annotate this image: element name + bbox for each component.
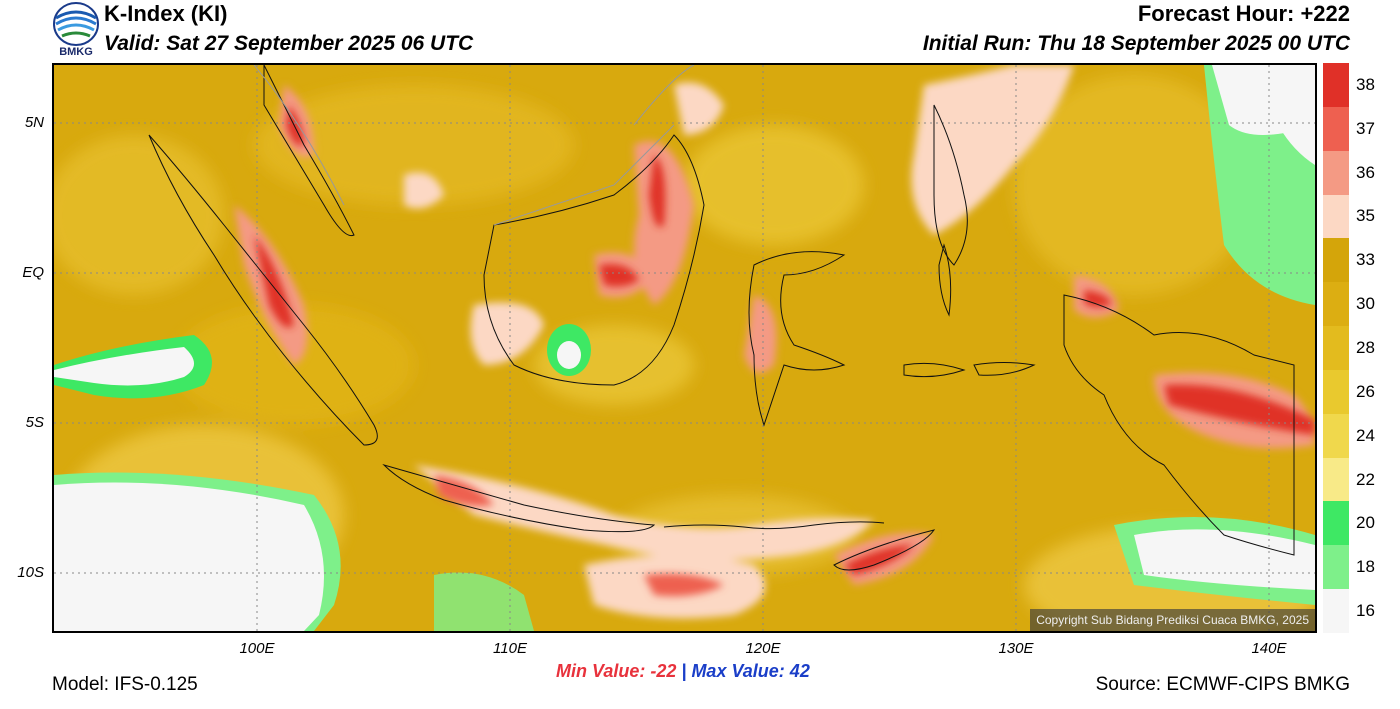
colorbar-label: 30 xyxy=(1356,294,1375,314)
logo-text: BMKG xyxy=(59,46,93,58)
min-max-separator: | xyxy=(681,661,687,681)
colorbar-cell xyxy=(1323,150,1349,196)
colorbar-cell xyxy=(1323,369,1349,415)
colorbar-cell xyxy=(1323,326,1349,371)
lat-label-10s: 10S xyxy=(17,564,44,581)
colorbar-label: 16 xyxy=(1356,601,1375,621)
colorbar-label: 22 xyxy=(1356,469,1375,489)
lat-label-eq: EQ xyxy=(22,264,44,281)
map-canvas xyxy=(54,65,1315,631)
colorbar-cell xyxy=(1323,106,1349,152)
bmkg-logo: BMKG xyxy=(52,0,100,60)
source-label: Source: ECMWF-CIPS BMKG xyxy=(1095,674,1350,695)
copyright-note: Copyright Sub Bidang Prediksi Cuaca BMKG… xyxy=(1030,609,1315,631)
colorbar-cell xyxy=(1323,545,1349,590)
colorbar-label: 36 xyxy=(1356,162,1375,182)
colorbar-label: 37 xyxy=(1356,118,1375,138)
colorbar xyxy=(1323,63,1349,634)
lat-label-5s: 5S xyxy=(25,414,44,431)
min-value: Min Value: -22 xyxy=(556,661,677,681)
colorbar-cell xyxy=(1323,589,1349,634)
colorbar-label: 20 xyxy=(1356,513,1375,533)
colorbar-cell xyxy=(1323,63,1349,108)
min-max-values: Min Value: -22 | Max Value: 42 xyxy=(556,661,810,682)
max-value: Max Value: 42 xyxy=(691,661,810,681)
colorbar-label: 38 xyxy=(1356,74,1375,94)
lat-label-5n: 5N xyxy=(24,114,44,131)
colorbar-label: 26 xyxy=(1356,381,1375,401)
forecast-hour: Forecast Hour: +222 xyxy=(1137,1,1350,26)
colorbar-label: 33 xyxy=(1356,250,1375,270)
colorbar-cell xyxy=(1323,457,1349,502)
colorbar-label: 28 xyxy=(1356,338,1375,357)
lon-label-120e: 120E xyxy=(745,640,781,657)
chart-title: K-Index (KI) xyxy=(104,1,228,26)
k-index-map: Copyright Sub Bidang Prediksi Cuaca BMKG… xyxy=(52,63,1317,633)
colorbar-cell xyxy=(1323,282,1349,327)
lon-label-130e: 130E xyxy=(998,640,1034,657)
colorbar-label: 35 xyxy=(1356,206,1375,226)
valid-time: Valid: Sat 27 September 2025 06 UTC xyxy=(104,32,474,55)
colorbar-label: 18 xyxy=(1356,557,1375,577)
colorbar-cell xyxy=(1323,194,1349,239)
lon-label-110e: 110E xyxy=(493,640,527,657)
colorbar-cell xyxy=(1323,238,1349,283)
colorbar-label: 24 xyxy=(1356,425,1375,445)
lon-label-140e: 140E xyxy=(1251,640,1287,657)
lon-label-100e: 100E xyxy=(239,640,275,657)
initial-run: Initial Run: Thu 18 September 2025 00 UT… xyxy=(922,32,1350,55)
model-label: Model: IFS-0.125 xyxy=(52,674,198,695)
colorbar-cell xyxy=(1323,413,1349,459)
colorbar-cell xyxy=(1323,501,1349,546)
